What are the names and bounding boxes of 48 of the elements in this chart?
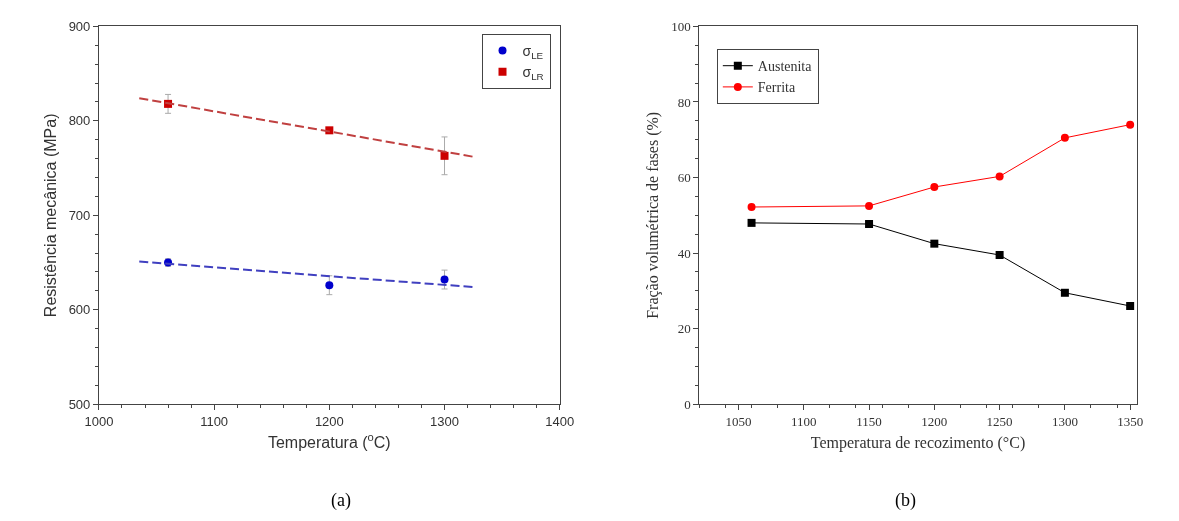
point <box>1060 133 1069 142</box>
y-tick-label: 60 <box>677 170 691 186</box>
y-tick-label: 500 <box>68 396 91 412</box>
y-tick-label: 700 <box>68 207 91 223</box>
x-tick-label: 1300 <box>1051 413 1078 429</box>
x-axis-title: Temperatura de recozimento (°C) <box>810 433 1026 452</box>
y-tick-label: 600 <box>68 302 91 318</box>
x-tick-label: 1200 <box>921 413 948 429</box>
x-tick-label: 1250 <box>986 413 1013 429</box>
point <box>747 218 756 227</box>
x-axis-title: Temperatura ($^{o}$C) <box>267 430 391 451</box>
point <box>1126 301 1135 310</box>
point <box>440 275 449 284</box>
y-tick-label: 900 <box>68 18 91 34</box>
legend-label: Austenita <box>757 59 813 75</box>
legend-label: σ$_{LR}$ <box>522 64 544 83</box>
x-tick-label: 1350 <box>1117 413 1144 429</box>
x-tick-label: 1100 <box>200 413 229 429</box>
point <box>440 151 449 160</box>
legend-label: σ$_{LE}$ <box>522 43 544 61</box>
text: (b) <box>895 490 916 511</box>
point <box>995 172 1004 181</box>
point <box>865 201 874 210</box>
y-tick-label: 800 <box>68 113 91 129</box>
x-tick-label: 1150 <box>856 413 882 429</box>
y-tick-label: 0 <box>684 396 691 412</box>
y-axis-title: Resistência mecânica (MPa) <box>41 113 59 318</box>
point <box>325 281 334 290</box>
x-tick-label: 1200 <box>314 413 344 429</box>
y-tick-label: 20 <box>677 321 691 337</box>
x-tick-label: 1400 <box>545 413 575 429</box>
text: (a) <box>331 490 351 511</box>
point <box>930 239 939 248</box>
point <box>1126 120 1135 129</box>
point <box>865 220 874 229</box>
point <box>1060 288 1069 297</box>
y-tick-label: 40 <box>677 245 691 261</box>
point <box>995 250 1004 259</box>
point <box>930 182 939 191</box>
point <box>747 203 756 212</box>
y-tick-label: 100 <box>671 18 691 34</box>
x-tick-label: 1300 <box>430 413 459 429</box>
y-tick-label: 80 <box>677 94 691 110</box>
x-tick-label: 1000 <box>84 413 114 429</box>
y-axis-title: Fração volumétrica de fases (%) <box>644 111 663 319</box>
legend-label: Ferrita <box>757 80 796 96</box>
x-tick-label: 1050 <box>725 413 752 429</box>
x-tick-label: 1100 <box>791 413 817 429</box>
